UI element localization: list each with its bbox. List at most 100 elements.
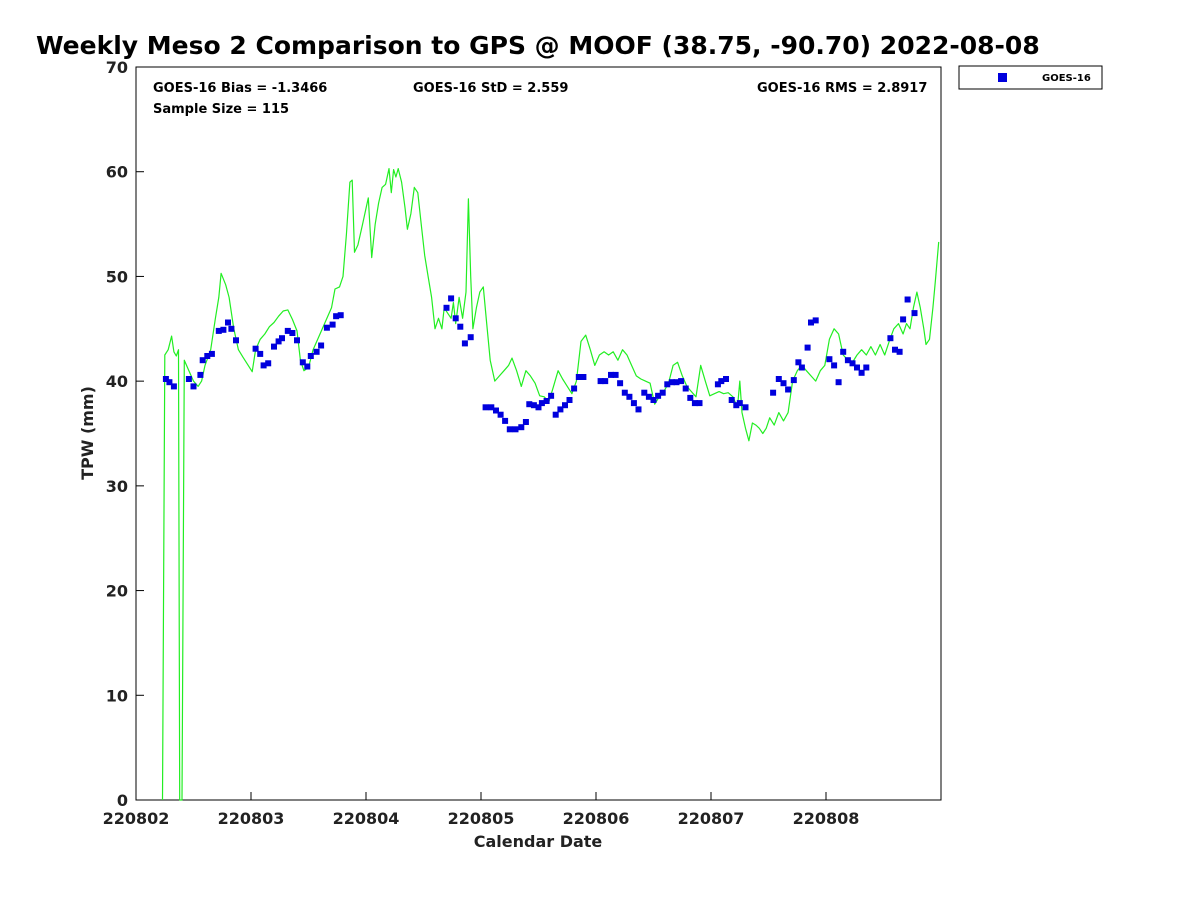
stat-bias: GOES-16 Bias = -1.3466 — [153, 81, 327, 96]
goes16-point — [461, 340, 468, 347]
goes16-point — [736, 400, 743, 407]
goes16-point — [502, 417, 509, 424]
y-tick-label: 20 — [106, 582, 128, 601]
goes16-point — [185, 376, 192, 382]
goes16-point — [733, 402, 740, 409]
goes16-point — [575, 374, 582, 380]
goes16-point — [208, 350, 215, 357]
goes16-point — [518, 424, 525, 431]
goes16-point — [650, 397, 657, 403]
goes16-point — [467, 334, 474, 341]
goes16-point — [289, 330, 296, 336]
series-line-path — [161, 168, 940, 801]
goes16-point — [812, 317, 819, 324]
goes16-point — [911, 310, 918, 317]
goes16-point — [645, 393, 652, 400]
goes16-point — [204, 353, 211, 359]
goes16-point — [668, 379, 675, 386]
goes16-point — [608, 371, 614, 378]
chart-title: Weekly Meso 2 Comparison to GPS @ MOOF (… — [36, 31, 1040, 60]
goes16-point — [826, 356, 833, 363]
stat-sample-size: Sample Size = 115 — [153, 102, 289, 117]
goes16-point — [522, 419, 529, 425]
goes16-point — [170, 383, 177, 390]
goes16-point — [488, 404, 495, 411]
goes16-point — [849, 360, 856, 367]
goes16-point — [512, 426, 519, 433]
goes16-point — [497, 411, 504, 418]
goes16-point — [904, 296, 911, 303]
goes16-point — [225, 319, 231, 326]
goes16-point — [313, 348, 320, 355]
goes16-point — [597, 378, 604, 385]
stat-rms: GOES-16 RMS = 2.8917 — [757, 81, 927, 96]
x-tick-label: 220805 — [448, 809, 515, 828]
goes16-point — [304, 363, 311, 370]
goes16-point — [318, 342, 325, 349]
y-axis-ticks: 0 10 20 30 40 50 60 70 — [106, 58, 144, 810]
goes16-point — [228, 325, 235, 332]
goes16-point — [621, 389, 628, 396]
x-axis-label: Calendar Date — [474, 832, 603, 851]
goes16-point — [630, 400, 637, 407]
goes16-point — [780, 380, 787, 387]
goes16-point — [448, 295, 455, 302]
x-tick-label: 220806 — [563, 809, 630, 828]
goes16-point — [770, 389, 777, 396]
goes16-point — [265, 360, 272, 367]
goes16-point — [892, 346, 898, 353]
goes16-point — [526, 401, 533, 408]
goes16-point — [279, 335, 285, 342]
goes16-point — [333, 313, 340, 320]
goes16-point — [294, 337, 300, 344]
goes16-point — [457, 323, 464, 330]
goes16-point — [844, 357, 851, 364]
goes16-point — [718, 378, 725, 385]
goes16-point — [835, 379, 842, 386]
goes16-point — [566, 397, 573, 403]
legend-marker-square-icon — [998, 73, 1007, 82]
goes16-point — [831, 362, 838, 369]
goes16-point — [307, 353, 314, 359]
goes16-point — [482, 404, 489, 411]
goes16-point — [166, 379, 173, 386]
goes16-point — [299, 359, 306, 366]
stat-std: GOES-16 StD = 2.559 — [413, 81, 568, 96]
goes16-point — [696, 400, 703, 407]
goes16-point — [664, 381, 671, 388]
goes16-point — [543, 398, 550, 404]
goes16-point — [785, 386, 792, 393]
goes16-point — [641, 389, 648, 396]
goes16-point — [162, 376, 169, 382]
goes16-point — [329, 321, 336, 328]
goes16-point — [557, 406, 564, 413]
goes16-point — [790, 377, 797, 384]
goes16-point — [887, 335, 894, 342]
y-tick-label: 60 — [106, 163, 128, 182]
goes16-point — [530, 402, 537, 409]
goes16-point — [571, 385, 578, 392]
goes16-point — [538, 400, 545, 407]
goes16-point — [854, 364, 860, 371]
goes16-point — [257, 350, 264, 357]
goes16-point — [535, 404, 542, 411]
goes16-point — [659, 389, 666, 396]
goes16-point — [275, 338, 282, 345]
goes16-point — [635, 406, 642, 413]
goes16-point — [691, 400, 698, 407]
goes16-point — [323, 324, 330, 331]
goes16-point — [617, 380, 624, 387]
y-tick-label: 70 — [106, 58, 128, 77]
y-axis-label: TPW (mm) — [78, 386, 97, 480]
goes16-point — [858, 369, 865, 376]
goes16-point — [840, 348, 847, 355]
goes16-point — [626, 393, 633, 400]
goes16-point — [798, 364, 805, 371]
goes16-point — [678, 378, 685, 385]
goes16-point — [337, 312, 344, 319]
legend-entry-goes16: GOES-16 — [1042, 73, 1091, 84]
y-tick-label: 30 — [106, 477, 128, 496]
x-tick-label: 220804 — [333, 809, 400, 828]
